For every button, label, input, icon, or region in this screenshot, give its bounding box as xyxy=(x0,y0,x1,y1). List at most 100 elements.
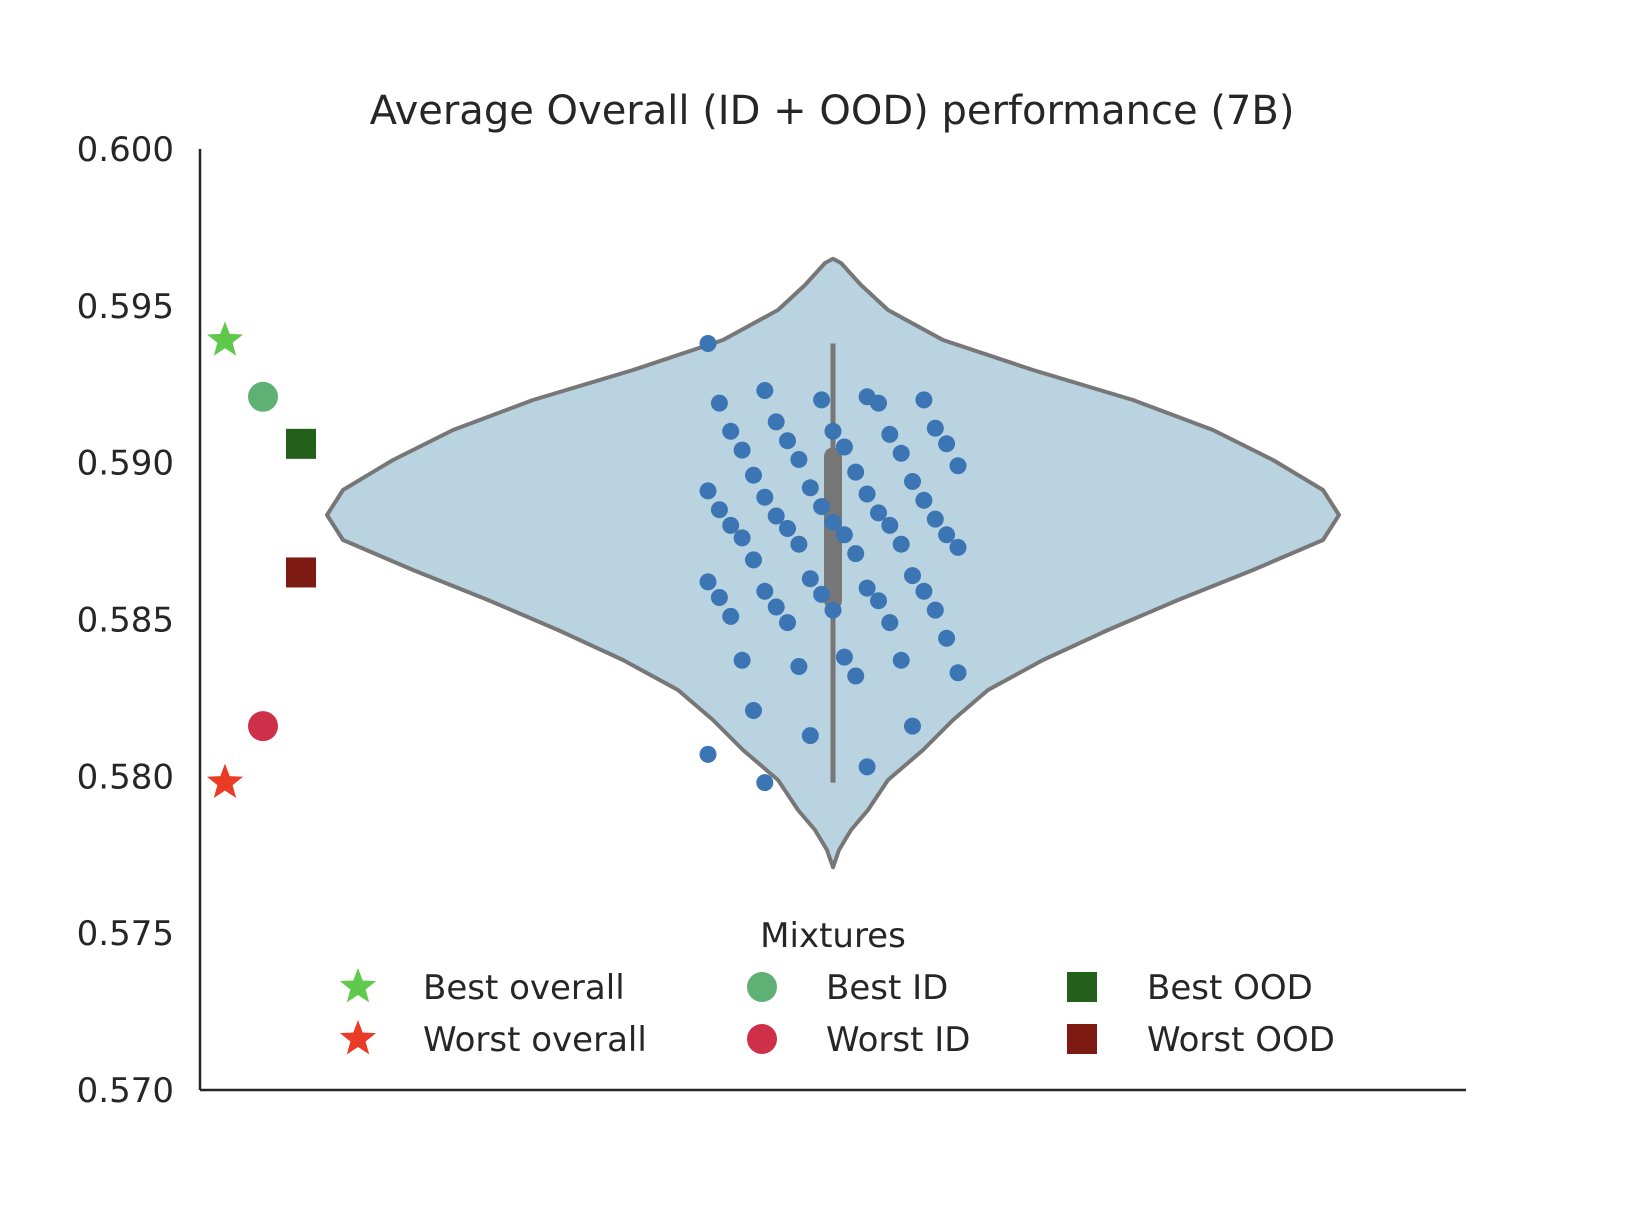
data-point xyxy=(870,504,887,522)
data-point xyxy=(835,438,853,456)
data-point xyxy=(926,510,944,528)
y-tick-label: 0.575 xyxy=(77,914,174,954)
data-point xyxy=(858,758,876,776)
data-point xyxy=(870,592,887,610)
data-point xyxy=(733,651,751,669)
data-point xyxy=(745,551,762,569)
data-point xyxy=(767,413,785,431)
data-point xyxy=(824,513,842,531)
best-id-marker xyxy=(248,381,278,412)
data-point xyxy=(813,391,831,409)
data-point xyxy=(926,601,944,619)
data-point xyxy=(892,444,910,462)
data-point xyxy=(801,479,819,497)
legend-label: Best overall xyxy=(423,968,625,1008)
worst-ood-marker xyxy=(286,557,316,588)
data-point xyxy=(892,651,910,669)
legend-best-ood-marker xyxy=(1067,972,1097,1002)
data-point xyxy=(710,394,728,412)
data-point xyxy=(790,658,808,675)
data-point xyxy=(881,614,899,632)
y-tick-label: 0.600 xyxy=(77,130,174,170)
data-point xyxy=(722,607,740,625)
data-point xyxy=(779,432,796,450)
points-layer xyxy=(699,335,967,792)
data-point xyxy=(779,614,796,632)
data-point xyxy=(847,463,865,481)
data-point xyxy=(699,573,717,591)
legend-title: Mixtures xyxy=(760,916,906,956)
data-point xyxy=(790,535,808,553)
data-point xyxy=(710,589,728,606)
data-point xyxy=(881,516,899,534)
data-point xyxy=(926,419,944,437)
y-tick-label: 0.595 xyxy=(77,287,174,327)
data-point xyxy=(938,435,956,453)
data-point xyxy=(722,422,740,440)
data-point xyxy=(756,382,774,399)
data-point xyxy=(756,488,774,506)
data-point xyxy=(835,526,853,544)
data-point xyxy=(779,520,796,537)
legend-worst-ood-marker xyxy=(1067,1024,1097,1054)
legend-label: Best OOD xyxy=(1147,968,1313,1008)
data-point xyxy=(904,567,921,585)
worst-overall-marker xyxy=(206,763,244,798)
axes: 0.600 0.595 0.590 0.585 0.580 0.575 0.570 xyxy=(77,130,1466,1111)
data-point xyxy=(801,570,819,588)
y-tick-label: 0.585 xyxy=(77,601,174,641)
data-point xyxy=(915,582,933,600)
data-point xyxy=(904,473,921,490)
worst-id-marker xyxy=(248,711,278,742)
legend-best-overall-marker xyxy=(339,968,377,1003)
data-point xyxy=(904,717,921,735)
data-point xyxy=(767,598,785,616)
data-point xyxy=(813,585,831,603)
data-point xyxy=(801,727,819,745)
data-point xyxy=(699,482,717,500)
legend-label: Worst overall xyxy=(423,1020,647,1060)
legend-worst-overall-marker xyxy=(339,1020,377,1055)
best-overall-marker xyxy=(206,321,244,356)
data-point xyxy=(699,335,717,352)
y-tick-label: 0.580 xyxy=(77,757,174,797)
data-point xyxy=(892,535,910,553)
data-point xyxy=(938,629,956,647)
best-ood-marker xyxy=(286,428,316,459)
data-point xyxy=(835,648,853,666)
data-point xyxy=(915,391,933,409)
data-point xyxy=(870,394,887,412)
data-point xyxy=(756,582,774,600)
data-point xyxy=(938,526,956,544)
legend-label: Worst OOD xyxy=(1147,1020,1335,1060)
violin-layer xyxy=(325,256,1341,870)
data-point xyxy=(745,702,762,719)
data-point xyxy=(699,745,717,763)
data-point xyxy=(710,501,728,519)
legend: Mixtures Best overall Worst overall Best I… xyxy=(339,916,1335,1060)
data-point xyxy=(847,545,865,563)
data-point xyxy=(733,529,751,547)
data-point xyxy=(881,425,899,443)
data-point xyxy=(767,507,785,525)
y-tick-label: 0.570 xyxy=(77,1071,174,1111)
data-point xyxy=(824,422,842,440)
legend-label: Best ID xyxy=(826,968,948,1008)
data-point xyxy=(824,601,842,619)
data-point xyxy=(722,516,740,534)
data-point xyxy=(813,498,831,516)
data-point xyxy=(858,579,876,597)
data-point xyxy=(745,466,762,484)
data-point xyxy=(949,457,967,475)
chart-title: Average Overall (ID + OOD) performance (… xyxy=(370,88,1295,134)
data-point xyxy=(915,491,933,509)
y-tick-label: 0.590 xyxy=(77,444,174,484)
legend-best-id-marker xyxy=(747,972,777,1002)
data-point xyxy=(733,441,751,459)
legend-label: Worst ID xyxy=(826,1020,970,1060)
reference-markers xyxy=(206,321,316,798)
legend-worst-id-marker xyxy=(747,1024,777,1054)
data-point xyxy=(858,485,876,503)
